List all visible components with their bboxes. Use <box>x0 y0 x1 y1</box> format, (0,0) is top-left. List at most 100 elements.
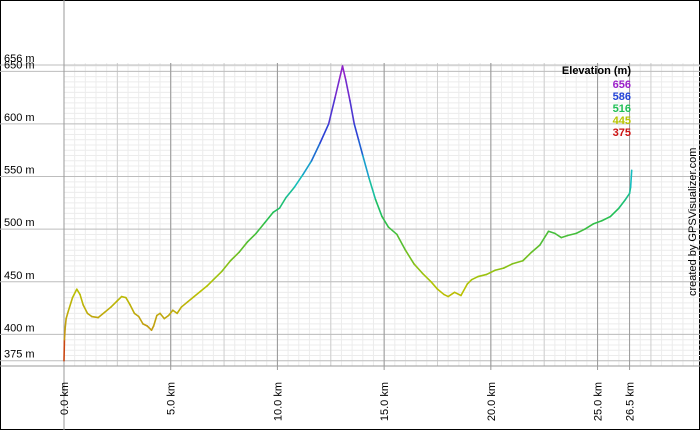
elevation-segment <box>272 207 281 214</box>
x-tick-label: 26.5 km <box>625 382 637 421</box>
elevation-segment <box>522 251 533 262</box>
x-tick-label: 15.0 km <box>379 382 391 421</box>
elevation-segment <box>67 296 74 313</box>
y-tick-label: 375 m <box>4 349 35 361</box>
elevation-segment <box>172 309 178 315</box>
x-tick-label: 10.0 km <box>272 382 284 421</box>
x-axis-ticks: 0.0 km 5.0 km 10.0 km 15.0 km 20.0 km 25.0 km… <box>59 63 637 421</box>
elevation-segment <box>374 198 383 218</box>
elevation-segment <box>387 226 398 236</box>
elevation-segment <box>76 288 81 296</box>
elevation-segment <box>129 304 136 315</box>
elevation-segment <box>319 123 330 144</box>
legend-entry: 375 <box>613 127 631 139</box>
elevation-segment <box>485 269 496 276</box>
elevation-segment <box>430 281 439 290</box>
elevation-segment <box>65 310 70 320</box>
elevation-segment <box>193 290 202 298</box>
legend-title: Elevation (m) <box>562 65 631 77</box>
elevation-segment <box>116 295 123 302</box>
elevation-segment <box>110 299 119 308</box>
elevation-segment <box>86 312 93 318</box>
elevation-segment <box>278 196 287 209</box>
elevation-segment <box>530 244 541 254</box>
elevation-segment <box>566 232 578 237</box>
elevation-segment <box>71 288 78 299</box>
elevation-segment <box>133 312 140 318</box>
elevation-segment <box>186 295 195 303</box>
elevation-segment <box>341 65 347 81</box>
elevation-segment <box>436 288 445 296</box>
x-tick-label: 25.0 km <box>593 382 605 421</box>
elevation-segment <box>103 306 112 314</box>
elevation-segment <box>560 234 569 239</box>
elevation-segment <box>592 219 603 225</box>
elevation-segment <box>263 211 274 224</box>
elevation-segment <box>212 270 223 281</box>
elevation-segment <box>246 232 257 243</box>
elevation-segment <box>199 285 208 293</box>
y-tick-label: 656 m <box>4 53 35 65</box>
elevation-segment <box>357 138 364 157</box>
elevation-segment <box>82 304 89 315</box>
elevation-segment <box>302 159 313 176</box>
y-tick-label: 450 m <box>4 270 35 282</box>
elevation-segment <box>575 228 586 235</box>
elevation-segment <box>344 78 351 102</box>
elevation-segment <box>146 325 153 332</box>
y-tick-label: 400 m <box>4 322 35 334</box>
elevation-segment <box>137 315 144 325</box>
elevation-segment <box>629 169 633 188</box>
elevation-segment <box>453 291 462 297</box>
x-tick-label: 5.0 km <box>166 382 178 415</box>
elevation-segment <box>338 65 344 81</box>
elevation-segment <box>502 263 513 269</box>
elevation-segment <box>180 301 189 308</box>
elevation-segment <box>353 123 360 141</box>
elevation-segment <box>470 275 479 281</box>
elevation-segment <box>477 273 488 278</box>
elevation-segment <box>238 241 249 254</box>
y-tick-label: 600 m <box>4 112 35 124</box>
elevation-segment <box>628 186 632 195</box>
elevation-segment <box>293 173 304 188</box>
elevation-segment <box>404 249 415 265</box>
legend-entry: 445 <box>613 115 631 127</box>
elevation-segment <box>368 177 377 201</box>
elevation-segment <box>539 230 550 246</box>
elevation-segment <box>413 263 424 275</box>
y-tick-label: 650 m <box>4 59 35 71</box>
elevation-segment <box>447 291 456 298</box>
elevation-segment <box>624 192 631 201</box>
elevation-segment <box>221 259 232 273</box>
elevation-segment <box>334 78 341 99</box>
elevation-segment <box>349 99 356 125</box>
elevation-segment <box>167 309 174 317</box>
elevation-segment <box>554 232 563 239</box>
elevation-segment <box>206 278 215 287</box>
elevation-segment <box>547 230 556 235</box>
elevation-line <box>63 65 633 362</box>
elevation-segment <box>396 233 407 252</box>
elevation-segment <box>361 154 370 180</box>
elevation-segment <box>460 283 469 297</box>
legend-entry: 516 <box>613 103 631 115</box>
elevation-segment <box>466 278 473 285</box>
elevation-segment <box>163 314 170 320</box>
y-tick-label: 500 m <box>4 217 35 229</box>
elevation-segment <box>255 222 266 235</box>
elevation-segment <box>310 142 321 162</box>
elevation-segment <box>63 328 66 341</box>
legend-entry: 586 <box>613 91 631 103</box>
elevation-segment <box>90 315 99 319</box>
elevation-segment <box>97 311 106 319</box>
elevation-segment <box>159 312 166 320</box>
elevation-segment <box>494 267 505 272</box>
credit-text[interactable]: created by GPSVisualizer.com <box>687 148 699 296</box>
elevation-segment <box>64 317 67 330</box>
elevation-segment <box>285 186 296 199</box>
elevation-segment <box>381 215 390 228</box>
elevation-segment <box>601 215 612 222</box>
